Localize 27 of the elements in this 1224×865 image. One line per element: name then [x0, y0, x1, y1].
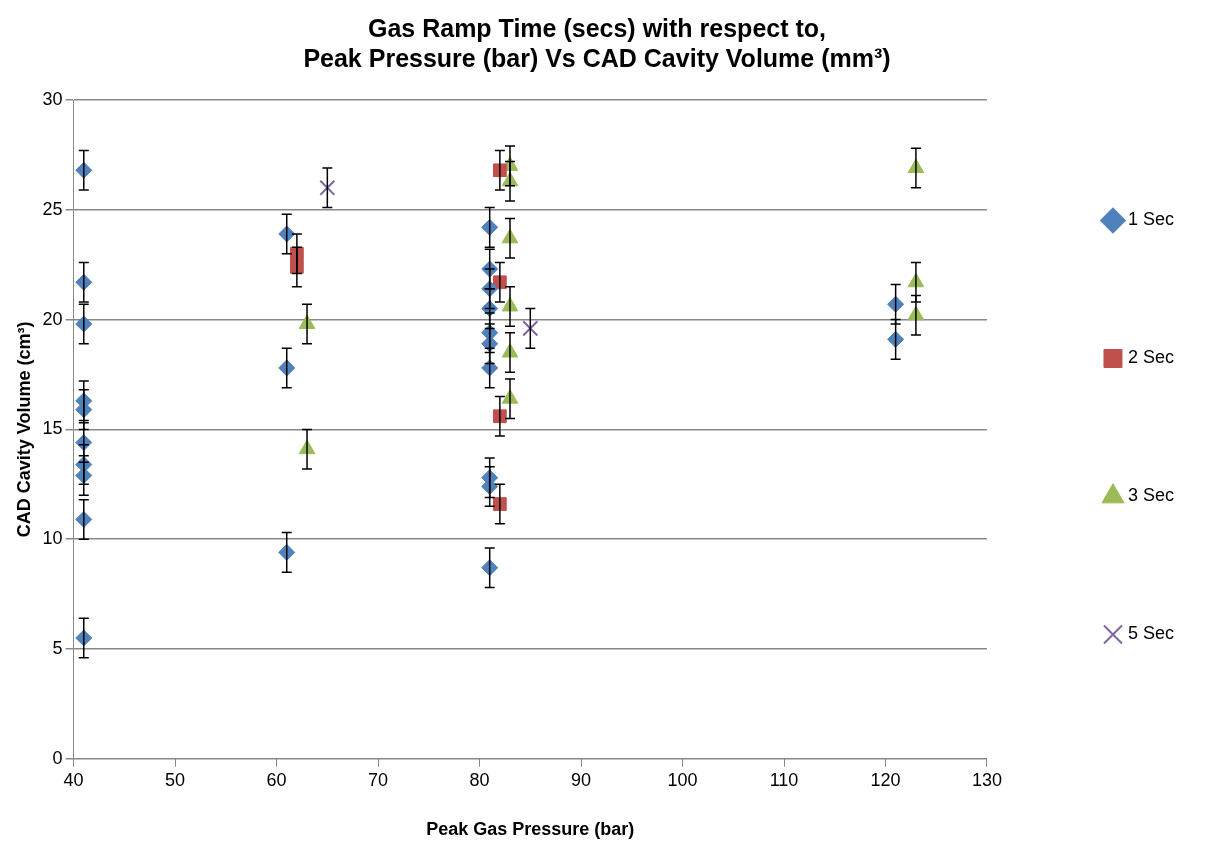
x-tick-label: 100 [667, 769, 698, 790]
x-tick-label: 40 [63, 769, 84, 790]
x-tick-label: 120 [870, 769, 901, 790]
x-tick-label: 50 [165, 769, 186, 790]
x-tick-label: 110 [769, 769, 799, 790]
legend-label: 2 Sec [1127, 347, 1174, 368]
y-tick-label: 30 [42, 88, 63, 109]
text: Gas Ramp Time (secs) with respect to, [367, 13, 827, 42]
point [522, 320, 539, 337]
y-tick-label: 0 [52, 747, 63, 768]
y-tick-label: 25 [42, 198, 63, 219]
y-tick-label: 20 [42, 308, 63, 329]
x-tick-label: 90 [571, 769, 592, 790]
legend-label: 1 Sec [1127, 209, 1174, 230]
y-tick-label: 5 [52, 637, 63, 658]
y-axis-title: CAD Cavity Volume (cm³) [13, 321, 34, 538]
text: Peak Pressure (bar) Vs CAD Cavity Volume (mm³) [303, 43, 891, 72]
legend-label: 3 Sec [1127, 485, 1174, 506]
x-tick-label: 60 [266, 769, 287, 790]
x-axis-title: Peak Gas Pressure (bar) [426, 819, 635, 840]
x-tick-label: 130 [971, 769, 1002, 790]
x-tick-label: 70 [368, 769, 389, 790]
x-tick-label: 80 [469, 769, 490, 790]
y-tick-label: 10 [42, 528, 63, 549]
legend-label: 5 Sec [1127, 623, 1174, 644]
y-tick-label: 15 [42, 418, 63, 439]
point [319, 179, 336, 196]
